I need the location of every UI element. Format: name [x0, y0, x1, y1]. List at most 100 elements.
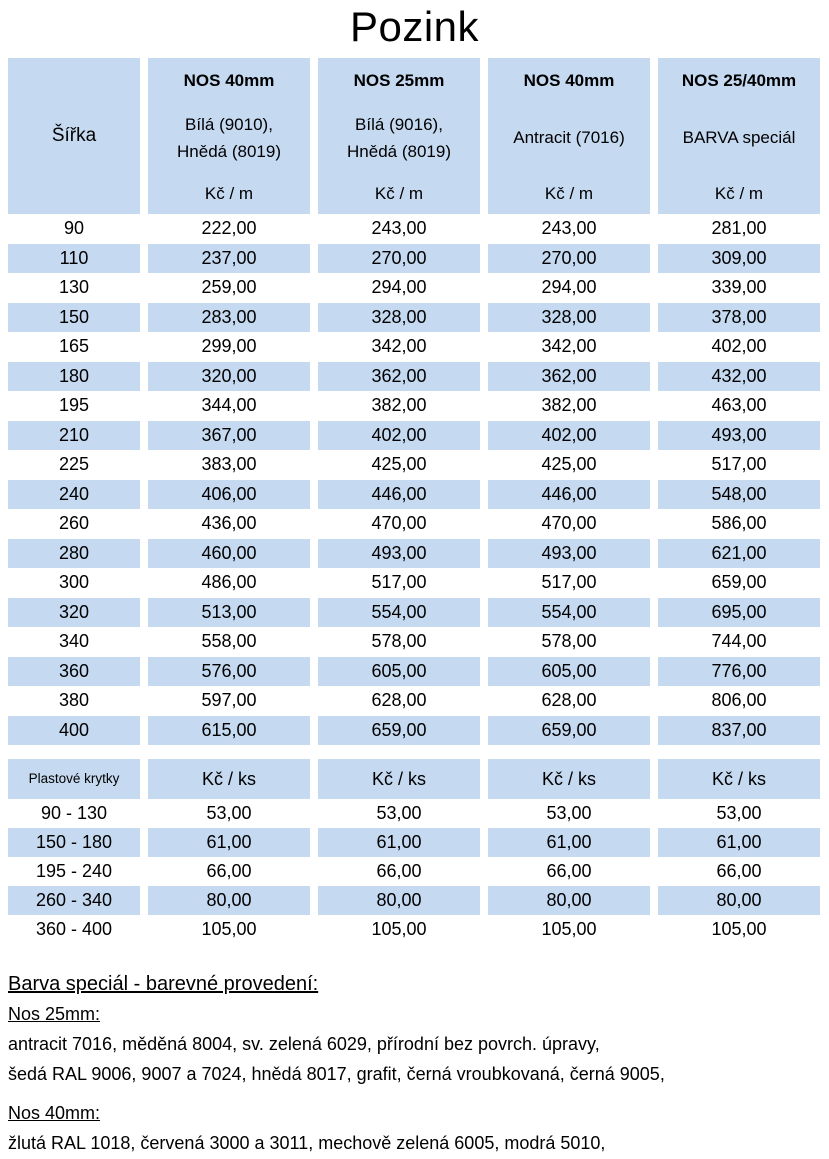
price-cell: 517,00	[541, 572, 597, 593]
table-row: 360 576,00 605,00 605,00 776,00	[8, 656, 820, 686]
product-unit: Kč / m	[714, 184, 764, 203]
table-row: 195 344,00 382,00 382,00 463,00	[8, 391, 820, 421]
product-column-header: NOS 40mm Bílá (9010), Hnědá (8019) Kč / …	[148, 58, 310, 214]
width-cell: 165	[58, 336, 90, 357]
price-cell: 517,00	[711, 454, 767, 475]
caps-unit: Kč / ks	[711, 768, 766, 789]
width-cell: 400	[8, 715, 140, 745]
caps-table-header: Plastové krytky Kč / ks Kč / ks Kč / ks …	[8, 759, 820, 799]
price-cell: 406,00	[148, 479, 310, 509]
table-row: 180 320,00 362,00 362,00 432,00	[8, 361, 820, 391]
table-row: 150 283,00 328,00 328,00 378,00	[8, 302, 820, 332]
range-cell: 360 - 400	[35, 919, 113, 939]
price-cell: 446,00	[318, 479, 480, 509]
caps-unit: Kč / ks	[201, 768, 256, 789]
price-cell: 578,00	[371, 631, 427, 652]
caps-unit-cell: Kč / ks	[148, 759, 310, 799]
price-cell: 744,00	[711, 631, 767, 652]
product-column-header: NOS 25mm Bílá (9016), Hnědá (8019) Kč / …	[318, 58, 480, 214]
table-row: 280 460,00 493,00 493,00 621,00	[8, 538, 820, 568]
price-cell: 61,00	[318, 828, 480, 857]
price-cell: 628,00	[541, 690, 597, 711]
price-cell: 605,00	[488, 656, 650, 686]
product-column-header: NOS 25/40mm BARVA speciál Kč / m	[658, 58, 820, 214]
product-unit: Kč / m	[204, 184, 254, 203]
price-cell: 259,00	[201, 277, 257, 298]
price-cell: 402,00	[488, 420, 650, 450]
notes-subheading: Nos 25mm:	[8, 1004, 101, 1024]
price-cell: 367,00	[148, 420, 310, 450]
price-cell: 659,00	[318, 715, 480, 745]
price-cell: 554,00	[488, 597, 650, 627]
width-cell: 380	[58, 690, 90, 711]
range-cell: 90 - 130	[40, 803, 108, 823]
price-cell: 493,00	[488, 538, 650, 568]
price-cell: 328,00	[488, 302, 650, 332]
price-cell: 513,00	[148, 597, 310, 627]
product-column-stack: NOS 25mm Bílá (9016), Hnědá (8019) Kč / …	[318, 58, 480, 214]
width-cell: 150	[8, 302, 140, 332]
price-cell: 402,00	[318, 420, 480, 450]
range-cell: 260 - 340	[8, 886, 140, 915]
notes-sections: Nos 25mm: antracit 7016, měděná 8004, sv.…	[8, 999, 829, 1158]
width-cell: 110	[8, 243, 140, 273]
product-name: NOS 40mm	[523, 71, 615, 90]
price-cell: 837,00	[658, 715, 820, 745]
caps-unit: Kč / ks	[371, 768, 426, 789]
price-cell: 344,00	[201, 395, 257, 416]
width-cell: 360	[8, 656, 140, 686]
price-cell: 382,00	[371, 395, 427, 416]
product-column-header: NOS 40mm Antracit (7016) Kč / m	[488, 58, 650, 214]
price-cell: 446,00	[488, 479, 650, 509]
price-cell: 80,00	[148, 886, 310, 915]
price-cell: 80,00	[658, 886, 820, 915]
price-cell: 378,00	[658, 302, 820, 332]
table-row: 300 486,00 517,00 517,00 659,00	[8, 568, 820, 598]
notes-line: žlutá RAL 1018, červená 3000 a 3011, mec…	[8, 1133, 606, 1153]
product-unit: Kč / m	[374, 184, 424, 203]
price-cell: 470,00	[541, 513, 597, 534]
price-cell: 436,00	[201, 513, 257, 534]
price-cell: 460,00	[148, 538, 310, 568]
price-cell: 80,00	[488, 886, 650, 915]
price-cell: 695,00	[658, 597, 820, 627]
price-cell: 463,00	[711, 395, 767, 416]
table-row: 90 222,00 243,00 243,00 281,00	[8, 214, 820, 244]
caps-table-body: 90 - 130 53,00 53,00 53,00 53,00 150 - 180 61,…	[8, 799, 820, 944]
price-cell: 294,00	[371, 277, 427, 298]
caps-unit-cell: Kč / ks	[488, 759, 650, 799]
price-cell: 659,00	[711, 572, 767, 593]
width-column-label: Šířka	[51, 125, 97, 146]
price-cell: 342,00	[541, 336, 597, 357]
price-cell: 554,00	[318, 597, 480, 627]
caps-table: Plastové krytky Kč / ks Kč / ks Kč / ks …	[0, 759, 828, 944]
price-cell: 339,00	[711, 277, 767, 298]
table-row: 110 237,00 270,00 270,00 309,00	[8, 243, 820, 273]
table-row: 400 615,00 659,00 659,00 837,00	[8, 715, 820, 745]
table-row: 150 - 180 61,00 61,00 61,00 61,00	[8, 828, 820, 857]
product-name: NOS 25mm	[353, 71, 445, 90]
price-cell: 615,00	[148, 715, 310, 745]
price-cell: 53,00	[546, 803, 592, 823]
page-title: Pozink	[349, 3, 480, 50]
price-cell: 621,00	[658, 538, 820, 568]
table-row: 360 - 400 105,00 105,00 105,00 105,00	[8, 915, 820, 944]
table-row: 260 - 340 80,00 80,00 80,00 80,00	[8, 886, 820, 915]
caps-header-row: Plastové krytky Kč / ks Kč / ks Kč / ks …	[8, 759, 820, 799]
product-column-stack: NOS 40mm Antracit (7016) Kč / m	[488, 58, 650, 214]
caps-label-cell: Plastové krytky	[8, 759, 140, 799]
price-cell: 578,00	[541, 631, 597, 652]
product-variant: BARVA speciál	[682, 128, 796, 147]
price-cell: 806,00	[711, 690, 767, 711]
document-page: Pozink Šířka NOS 40mm Bílá (9010), Hnědá…	[0, 4, 829, 1158]
price-cell: 66,00	[206, 861, 252, 881]
caps-unit-cell: Kč / ks	[318, 759, 480, 799]
width-column-header: Šířka	[8, 58, 140, 214]
price-cell: 237,00	[148, 243, 310, 273]
price-cell: 362,00	[318, 361, 480, 391]
width-cell: 260	[58, 513, 90, 534]
caps-unit-cell: Kč / ks	[658, 759, 820, 799]
width-cell: 195	[58, 395, 90, 416]
price-cell: 586,00	[711, 513, 767, 534]
price-cell: 597,00	[201, 690, 257, 711]
